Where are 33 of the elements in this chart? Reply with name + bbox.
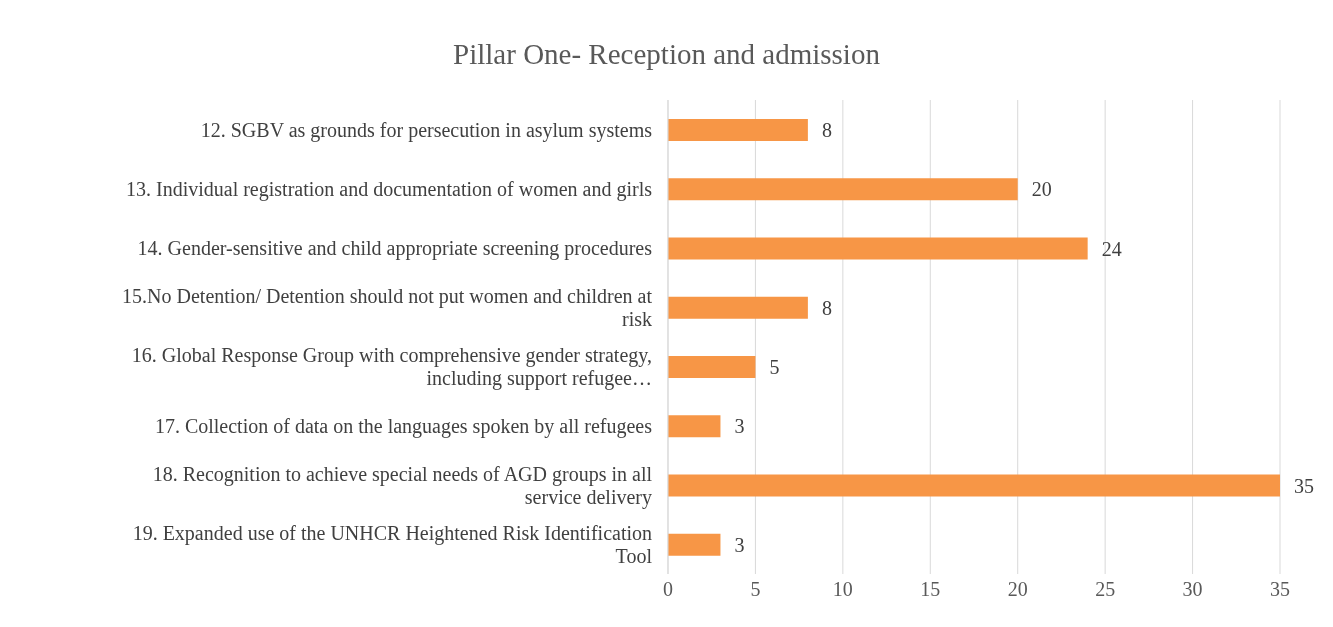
y-tick-label: 17. Collection of data on the languages spoken by all refugees <box>154 414 653 438</box>
bar <box>668 474 1280 497</box>
y-tick-label: 15.No Detention/ Detention should not put women and children at risk <box>122 284 653 330</box>
x-tick-label: 15 <box>920 578 941 601</box>
y-tick-label: 18. Recognition to achieve special needs of AGD groups in all service delivery <box>152 462 653 509</box>
bar <box>668 237 1088 260</box>
x-tick-label: 25 <box>1095 578 1116 601</box>
x-tick-label: 10 <box>832 578 853 601</box>
y-tick-label: 13. Individual registration and documentation of women and girls <box>126 177 653 201</box>
data-label: 8 <box>821 119 832 142</box>
y-tick-label: 16. Global Response Group with comprehensive gender strategy, including support refugee… <box>131 344 652 391</box>
x-tick-label: 0 <box>663 578 673 601</box>
x-tick-label: 5 <box>750 578 761 601</box>
data-label: 3 <box>734 533 745 556</box>
data-label: 24 <box>1101 237 1122 260</box>
bar <box>668 296 808 319</box>
x-tick-label: 35 <box>1270 578 1290 601</box>
data-label: 8 <box>821 296 832 319</box>
y-tick-label: 12. SGBV as grounds for persecution in asylum systems <box>200 118 653 142</box>
y-tick-label: 19. Expanded use of the UNHCR Heightened Risk Identification Tool <box>132 521 653 567</box>
data-label: 5 <box>769 356 780 379</box>
bar <box>668 356 756 378</box>
bar <box>668 415 721 438</box>
bar <box>668 178 1018 201</box>
data-label: 35 <box>1294 474 1314 497</box>
y-tick-label: 14. Gender-sensitive and child appropriate screening procedures <box>137 237 653 261</box>
x-tick-label: 20 <box>1007 578 1028 601</box>
data-label: 3 <box>734 415 745 438</box>
bar <box>668 533 721 556</box>
data-label: 20 <box>1031 178 1052 201</box>
bar <box>668 119 808 141</box>
x-tick-label: 30 <box>1182 578 1203 601</box>
chart-title: Pillar One- Reception and admission <box>452 38 881 71</box>
